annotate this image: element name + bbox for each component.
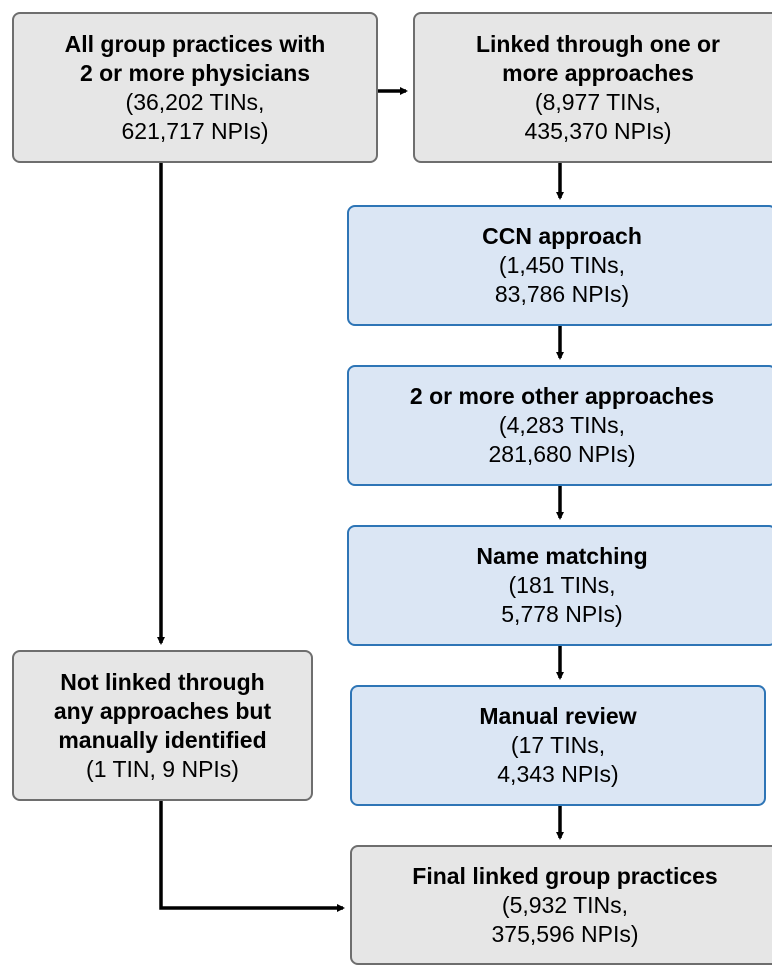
node-box: CCN approach (1,450 TINs, 83,786 NPIs)	[347, 205, 772, 326]
node-detail: 5,778 NPIs)	[501, 601, 623, 627]
node-title: Manual review	[479, 703, 637, 729]
node-box: Name matching (181 TINs, 5,778 NPIs)	[347, 525, 772, 646]
node-detail: (1,450 TINs,	[498, 252, 626, 278]
node-detail: (181 TINs,	[508, 572, 616, 598]
node-detail: (17 TINs,	[510, 732, 606, 758]
node-title: Linked through one or	[475, 30, 721, 57]
node-detail: (36,202 TINs,	[125, 88, 265, 115]
node-box: 2 or more other approaches (4,283 TINs, 28…	[347, 365, 772, 486]
node-title: Final linked group practices	[412, 862, 718, 889]
node-title: more approaches	[502, 59, 694, 86]
node-detail: (4,283 TINs,	[498, 412, 626, 438]
node-box: Linked through one or more approaches (8,9…	[413, 12, 772, 163]
node-title: Not linked through	[60, 668, 265, 695]
node-title: All group practices with	[64, 30, 326, 57]
node-detail: 281,680 NPIs)	[488, 441, 636, 467]
node-detail: (5,932 TINs,	[501, 891, 629, 918]
node-box: Final linked group practices (5,932 TINs,…	[350, 845, 772, 965]
node-box: Manual review (17 TINs, 4,343 NPIs)	[350, 685, 766, 806]
node-title: 2 or more physicians	[79, 59, 311, 86]
arrow	[159, 801, 345, 912]
node-detail: 375,596 NPIs)	[491, 920, 639, 947]
node-title: manually identified	[58, 726, 267, 753]
node-detail: 621,717 NPIs)	[121, 117, 269, 144]
node-title: 2 or more other approaches	[409, 383, 715, 409]
node-detail: (8,977 TINs,	[534, 88, 662, 115]
node-detail: 435,370 NPIs)	[524, 117, 672, 144]
node-box: All group practices with 2 or more physic…	[12, 12, 378, 163]
node-detail: 83,786 NPIs)	[494, 281, 630, 307]
node-detail: 4,343 NPIs)	[497, 761, 619, 787]
node-title: any approaches but	[53, 697, 272, 724]
node-detail: (1 TIN, 9 NPIs)	[86, 755, 239, 782]
node-title: Name matching	[476, 543, 648, 569]
node-box: Not linked through any approaches but manu…	[12, 650, 313, 801]
node-title: CCN approach	[482, 223, 642, 249]
